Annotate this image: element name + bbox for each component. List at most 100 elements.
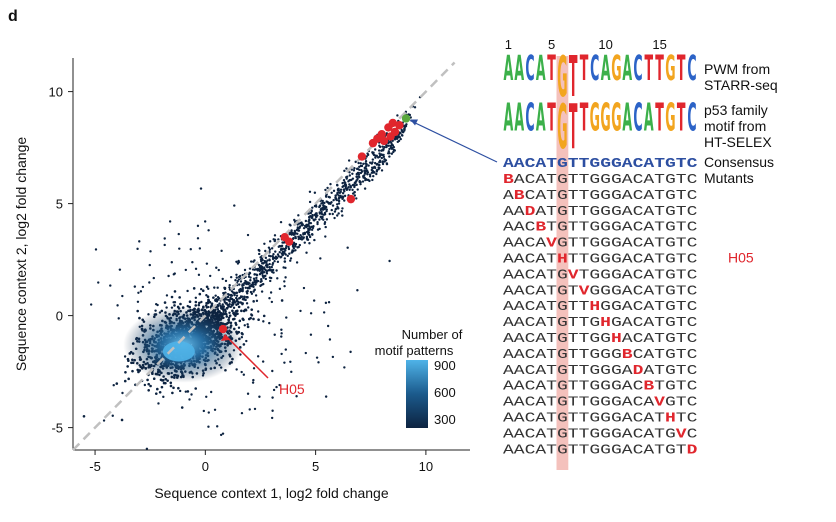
mutated-base: H <box>665 411 676 427</box>
data-point <box>302 286 306 290</box>
data-point <box>127 377 130 381</box>
base: G <box>665 283 676 299</box>
base: T <box>676 252 687 268</box>
data-point <box>383 146 386 149</box>
data-point <box>263 242 266 245</box>
data-point <box>220 249 223 253</box>
base: C <box>687 220 698 236</box>
data-point <box>219 433 223 437</box>
data-point <box>225 313 228 316</box>
data-point <box>186 390 190 393</box>
data-point <box>207 425 210 428</box>
base: G <box>665 379 676 395</box>
data-point <box>331 204 335 207</box>
data-point <box>279 220 283 224</box>
data-point <box>215 300 219 303</box>
motif-panel-label: STARR-seq <box>704 77 778 93</box>
data-point <box>297 229 300 232</box>
base: A <box>622 379 634 395</box>
data-point <box>194 296 198 299</box>
base: G <box>589 426 600 442</box>
data-point <box>277 245 280 248</box>
base: T <box>579 315 590 331</box>
data-point <box>299 309 302 313</box>
data-point <box>392 150 395 154</box>
data-point <box>270 300 274 304</box>
data-point <box>216 295 220 299</box>
base: C <box>633 220 644 236</box>
base: A <box>622 299 634 315</box>
data-point <box>270 276 273 280</box>
base: T <box>654 220 665 236</box>
data-point <box>268 266 271 269</box>
data-point <box>198 247 202 250</box>
base: T <box>676 442 687 458</box>
data-point <box>214 308 217 312</box>
data-point <box>248 282 251 285</box>
base: A <box>503 395 515 411</box>
data-point <box>234 312 238 316</box>
data-point <box>232 291 235 294</box>
data-point <box>124 370 127 374</box>
base: T <box>568 395 579 411</box>
base: C <box>687 379 698 395</box>
base: A <box>643 315 655 331</box>
data-point <box>388 151 391 155</box>
logo-letter: T <box>547 49 556 89</box>
base: C <box>525 315 536 331</box>
data-point <box>147 382 150 386</box>
data-point <box>403 127 406 131</box>
base: G <box>611 395 622 411</box>
base: T <box>546 395 557 411</box>
y-axis-label: Sequence context 2, log2 fold change <box>13 137 29 372</box>
base: C <box>525 363 536 379</box>
data-point <box>251 268 255 271</box>
data-point <box>196 237 200 240</box>
base: A <box>503 220 515 236</box>
logo-letter: G <box>557 44 567 110</box>
data-point <box>256 355 260 358</box>
data-point <box>294 249 297 252</box>
data-point <box>250 308 254 311</box>
base: G <box>557 267 568 283</box>
base: A <box>535 426 547 442</box>
data-point <box>304 219 308 223</box>
data-point <box>310 228 314 232</box>
data-point <box>82 415 86 418</box>
data-point <box>177 232 180 236</box>
data-point <box>290 229 293 232</box>
logo-letter: G <box>665 49 675 89</box>
data-point <box>157 402 160 405</box>
data-point <box>289 360 292 363</box>
data-point <box>239 301 242 304</box>
data-point <box>268 321 271 325</box>
consensus-arrowhead <box>410 119 419 126</box>
data-point <box>336 214 339 217</box>
data-point <box>252 290 255 293</box>
data-point <box>408 113 412 117</box>
data-point <box>270 416 274 420</box>
base: G <box>665 299 676 315</box>
base: T <box>579 363 590 379</box>
data-point <box>246 323 249 326</box>
base: T <box>546 220 557 236</box>
colorbar <box>406 360 428 428</box>
data-point <box>240 370 243 374</box>
base: A <box>535 347 547 363</box>
base: C <box>687 426 698 442</box>
logo-letter: C <box>525 49 534 89</box>
base: A <box>514 411 526 427</box>
base: A <box>643 252 655 268</box>
data-point <box>362 162 365 166</box>
base: G <box>600 426 611 442</box>
data-point <box>321 208 325 211</box>
data-point <box>167 274 170 278</box>
data-point <box>294 236 297 240</box>
data-point <box>316 222 319 226</box>
data-point <box>286 254 289 258</box>
